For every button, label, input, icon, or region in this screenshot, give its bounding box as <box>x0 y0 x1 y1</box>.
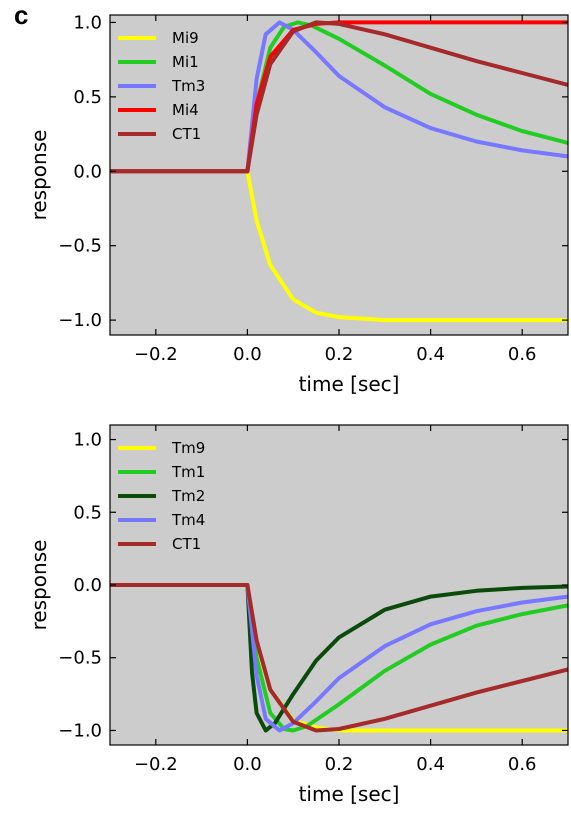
chart-1-series-ct1-line <box>110 583 568 733</box>
chart-1-y-axis-label: response <box>27 540 51 631</box>
chart-1-x-tick-label: 0.2 <box>325 754 354 775</box>
chart-1-x-tick-label: 0.0 <box>233 754 262 775</box>
chart-top: −0.2 0.0 0.2 0.4 0.6 −1.0 −0.5 0.0 0.5 1.0 time [s… <box>27 12 569 396</box>
chart-0-x-tick-label: 0.2 <box>325 344 354 365</box>
chart-1-legend-label-tm4: Tm4 <box>171 511 205 529</box>
chart-0-series-ct1-line <box>110 20 568 174</box>
chart-0-series-tm3-line <box>110 20 568 174</box>
chart-1-x-tick-label: 0.4 <box>416 754 445 775</box>
chart-0-y-axis-label: response <box>27 130 51 221</box>
chart-0-plot-area <box>110 15 568 335</box>
chart-bottom: −0.2 0.0 0.2 0.4 0.6 −1.0 −0.5 0.0 0.5 1.0 time [s… <box>27 424 569 806</box>
chart-0-x-axis-label: time [sec] <box>299 372 400 396</box>
chart-0-legend: Mi9 Mi1 Tm3 Mi4 CT1 <box>118 29 205 143</box>
chart-0-y-tick-label: 0.5 <box>73 87 102 108</box>
chart-0-x-tick-label: 0.4 <box>416 344 445 365</box>
chart-1-legend-label-tm9: Tm9 <box>171 439 205 457</box>
chart-1-y-tick-label: 1.0 <box>73 430 102 451</box>
chart-1-y-tick-label: −1.0 <box>58 720 102 741</box>
chart-0-legend-label-tm3: Tm3 <box>171 77 205 95</box>
chart-0-legend-label-mi9: Mi9 <box>172 29 199 47</box>
chart-1-series-tm4-line <box>110 583 568 733</box>
chart-1-x-tick-label: −0.2 <box>134 754 178 775</box>
chart-1-x-axis-label: time [sec] <box>299 782 400 806</box>
chart-1-y-tick-label: −0.5 <box>58 648 102 669</box>
chart-0-series-mi9-line <box>110 169 568 323</box>
chart-0-x-tick-label: 0.0 <box>233 344 262 365</box>
chart-0-y-tick-label: −0.5 <box>58 236 102 257</box>
chart-1-legend-label-tm1: Tm1 <box>171 463 205 481</box>
chart-1-legend-label-tm2: Tm2 <box>171 487 205 505</box>
chart-0-y-tick-label: 1.0 <box>73 12 102 33</box>
chart-0-x-tick-label: −0.2 <box>134 344 178 365</box>
chart-1-legend-label-ct1: CT1 <box>172 535 201 553</box>
chart-1-y-tick-label: 0.0 <box>73 575 102 596</box>
chart-0-legend-label-mi4: Mi4 <box>172 101 199 119</box>
chart-1-x-tick-label: 0.6 <box>508 754 537 775</box>
panel-letter: c <box>14 0 28 30</box>
chart-1-y-tick-label: 0.5 <box>73 502 102 523</box>
chart-0-y-tick-label: 0.0 <box>73 161 102 182</box>
chart-0-x-tick-label: 0.6 <box>508 344 537 365</box>
chart-0-y-tick-label: −1.0 <box>58 310 102 331</box>
chart-0-legend-label-mi1: Mi1 <box>172 53 199 71</box>
chart-1-series-tm2-line <box>110 583 568 733</box>
chart-0-legend-label-ct1: CT1 <box>172 125 201 143</box>
chart-1-legend: Tm9 Tm1 Tm2 Tm4 CT1 <box>118 439 205 553</box>
